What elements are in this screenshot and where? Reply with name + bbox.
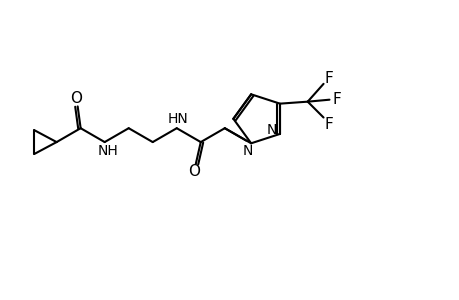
Text: N: N [242,144,253,158]
Text: F: F [331,92,340,107]
Text: O: O [70,91,82,106]
Text: F: F [324,117,332,132]
Text: N: N [266,123,277,137]
Text: O: O [187,164,199,179]
Text: NH: NH [97,144,118,158]
Text: F: F [324,71,332,86]
Text: HN: HN [167,112,188,126]
